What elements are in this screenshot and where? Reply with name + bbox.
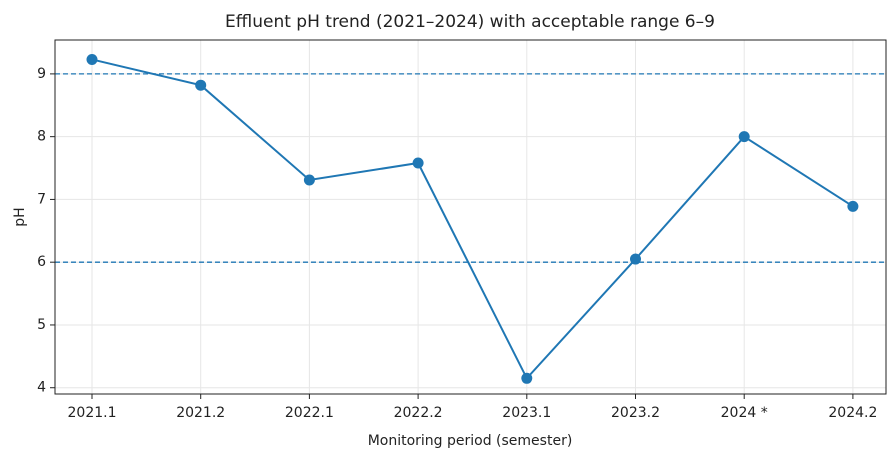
- y-tick-label: 8: [37, 129, 46, 145]
- x-tick-label: 2022.2: [394, 405, 443, 421]
- x-tick-label: 2023.2: [611, 405, 660, 421]
- x-tick-label: 2024.2: [828, 405, 877, 421]
- data-point: [195, 79, 207, 91]
- y-tick-label: 9: [37, 66, 46, 82]
- chart-title: Effluent pH trend (2021–2024) with accep…: [225, 12, 715, 32]
- x-tick-label: 2021.1: [68, 405, 117, 421]
- data-point: [86, 53, 98, 65]
- x-tick-label: 2021.2: [176, 405, 225, 421]
- data-point: [303, 174, 315, 186]
- y-tick-label: 4: [37, 380, 46, 396]
- data-point: [847, 200, 859, 212]
- x-axis-label: Monitoring period (semester): [368, 433, 573, 449]
- data-point: [521, 372, 533, 384]
- data-point: [412, 157, 424, 169]
- y-tick-label: 5: [37, 317, 46, 333]
- x-tick-label: 2022.1: [285, 405, 334, 421]
- series-line: [91, 58, 854, 381]
- plot-frame: [54, 39, 887, 395]
- data-point: [738, 131, 750, 143]
- y-axis-label: pH: [12, 207, 28, 226]
- y-tick-label: 6: [37, 254, 46, 270]
- x-tick-label: 2024 *: [721, 405, 768, 421]
- data-point: [630, 253, 641, 265]
- y-tick-label: 7: [37, 191, 46, 207]
- x-tick-label: 2023.1: [502, 405, 551, 421]
